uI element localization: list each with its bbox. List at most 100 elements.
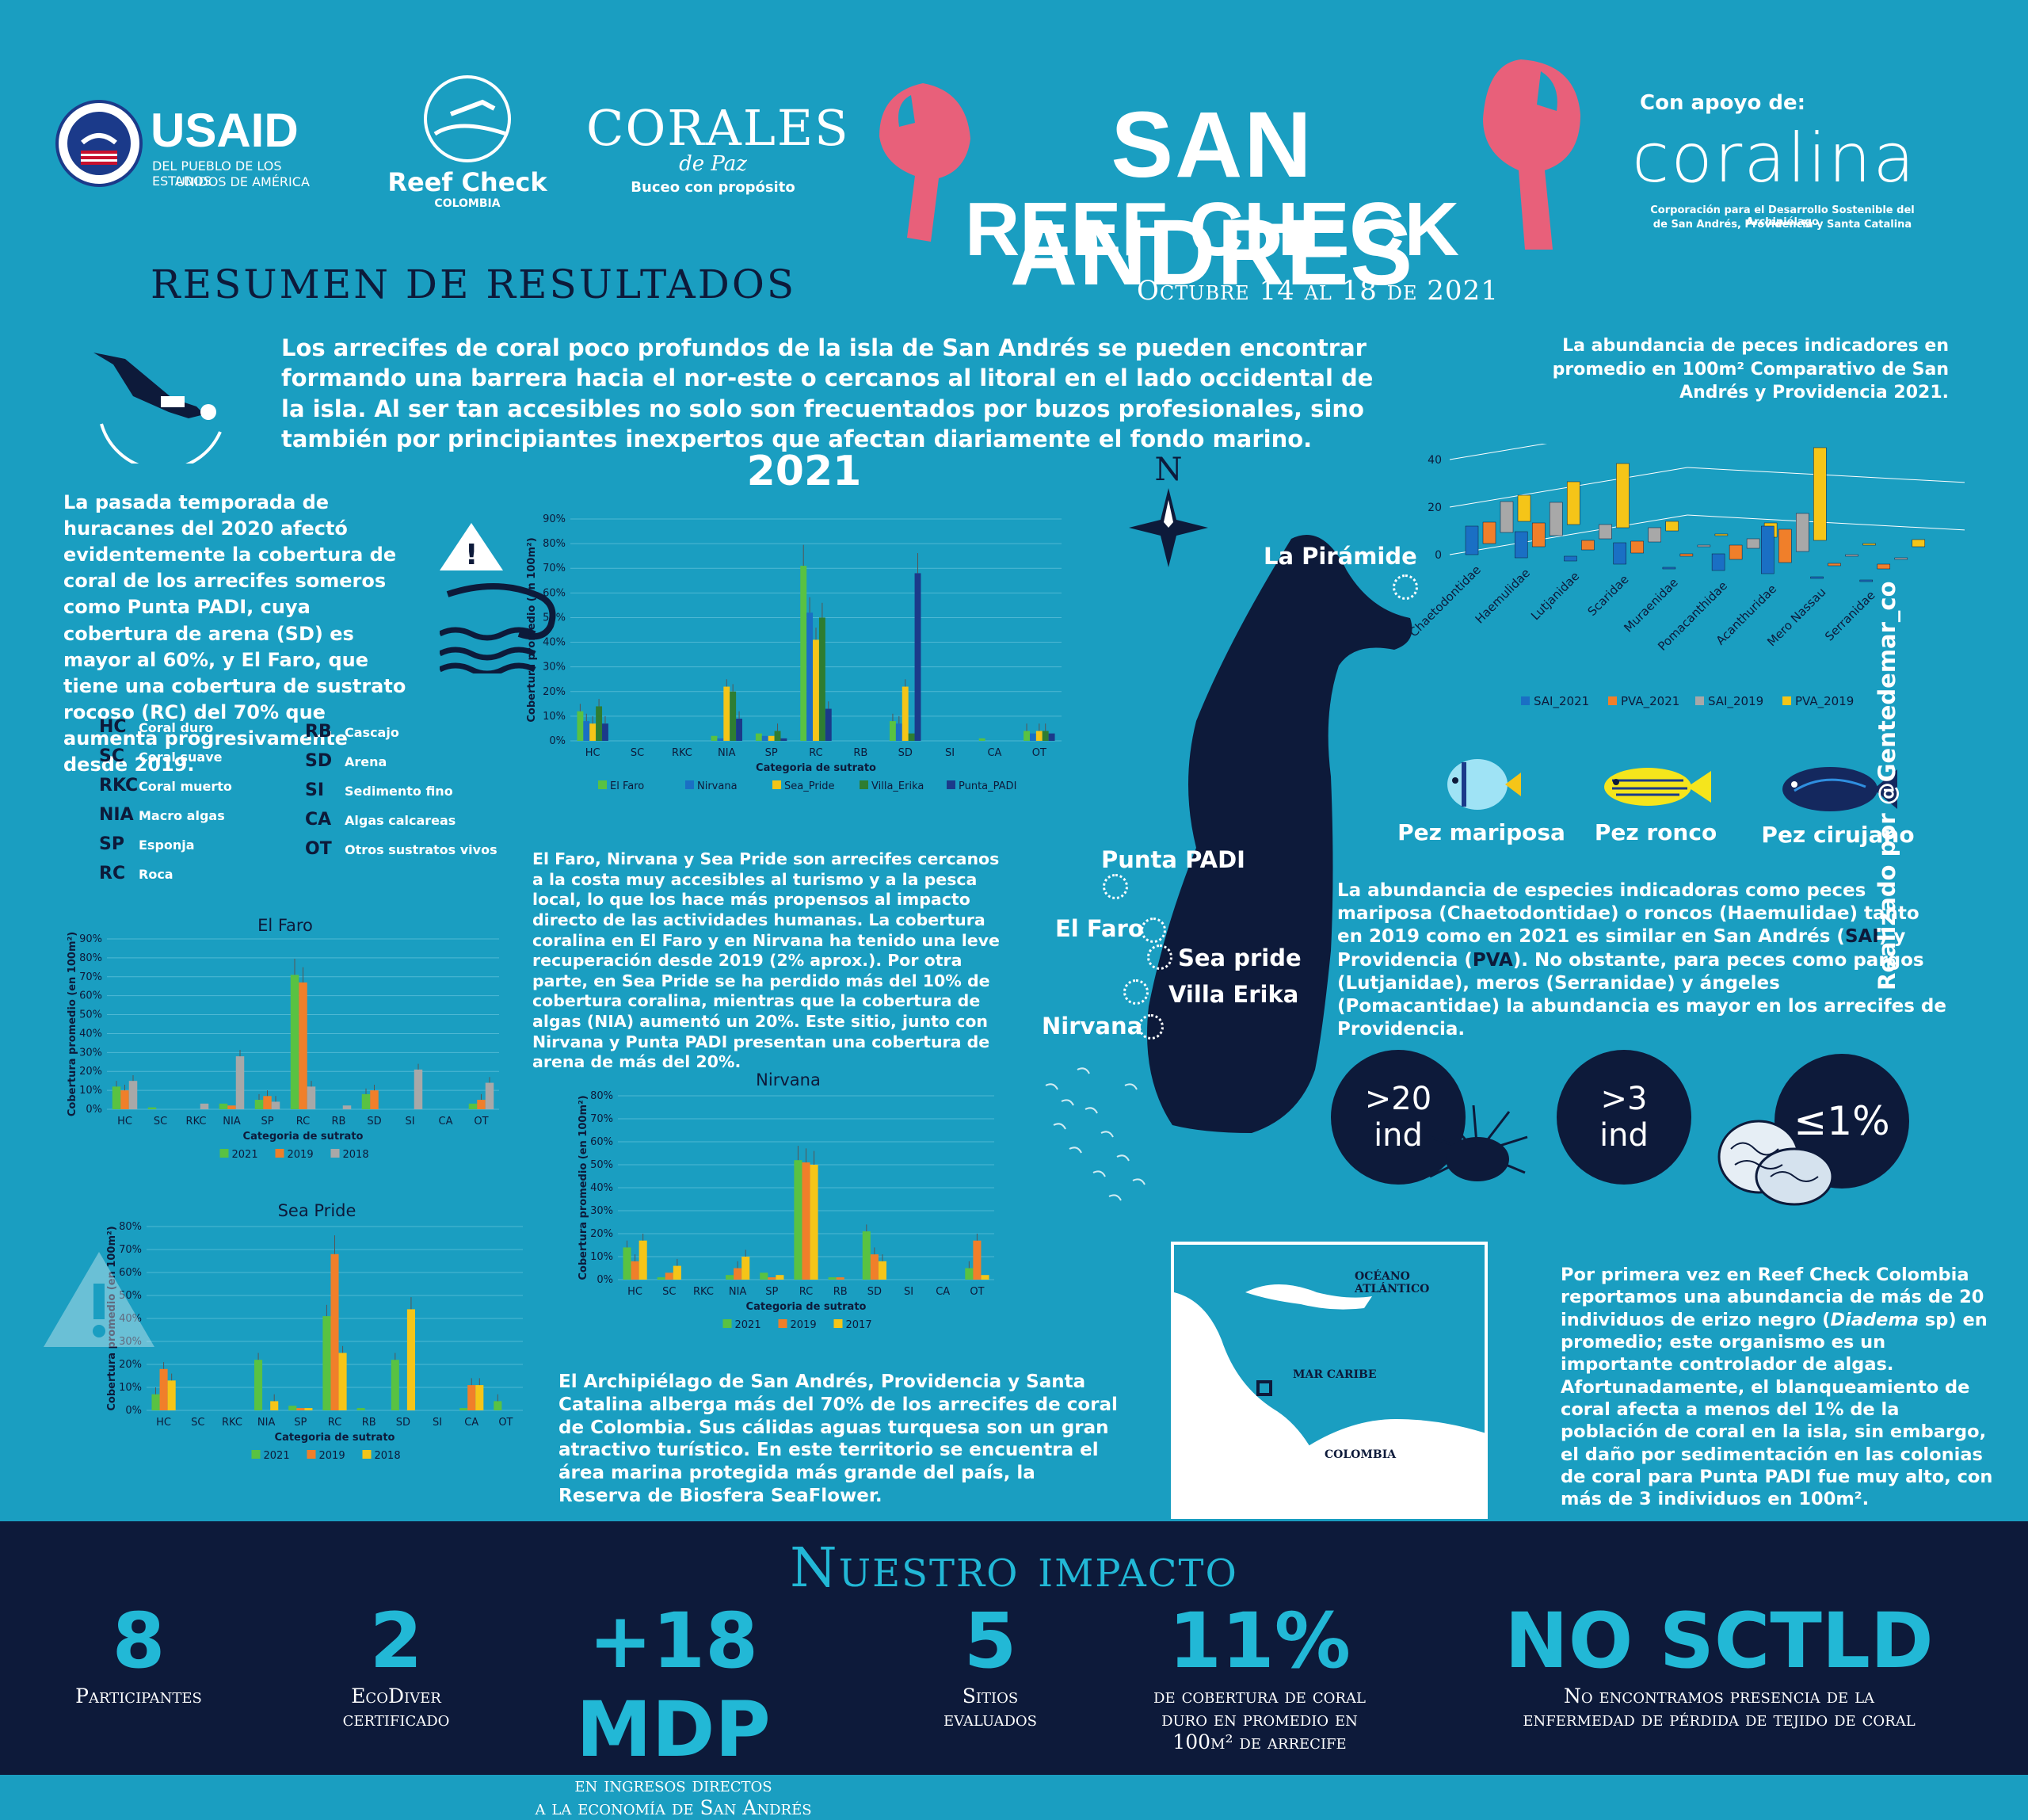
y-tick-label: 30% [590, 1205, 613, 1217]
bar [768, 735, 775, 741]
y-tick-label: 60% [543, 587, 566, 599]
butterflyfish-icon [1447, 759, 1521, 810]
title-reef-check: REEF CHECK [964, 187, 1460, 272]
x-tick-label: RKC [222, 1417, 242, 1429]
y-axis-label: Cobertura promedio (en 100m²) [106, 1226, 118, 1410]
warning-icon [40, 1248, 158, 1367]
bar [1024, 731, 1030, 741]
x-tick-label: HC [585, 747, 600, 759]
chart-2021-title: 2021 [746, 448, 862, 495]
bar [1500, 501, 1514, 533]
bar [1813, 447, 1827, 541]
x-tick-label: SI [405, 1116, 414, 1127]
y-tick-label: 40 [1428, 454, 1442, 467]
impact-stat-value: 2 [369, 1597, 423, 1685]
abbreviation-item: NIA Macro algas [99, 805, 305, 825]
legend-label: 2017 [846, 1319, 872, 1331]
bar [342, 1105, 352, 1109]
bar [895, 723, 902, 741]
y-tick-label: 60% [590, 1136, 613, 1148]
sea-urchin-icon [1429, 1105, 1528, 1181]
site-pin-punta-padi [1103, 874, 1128, 899]
bar [717, 738, 724, 741]
bar [878, 1261, 886, 1280]
bar [414, 1069, 423, 1109]
x-tick-label: Chaetodontidae [1410, 563, 1484, 639]
legend-label: Punta_PADI [959, 780, 1016, 792]
legend-label: 2019 [319, 1450, 345, 1462]
bar [1697, 544, 1711, 548]
bar [1613, 542, 1626, 565]
bar [254, 1100, 264, 1109]
bar [760, 1272, 768, 1280]
crab-claw-left-icon [879, 83, 970, 242]
abbreviation-code: SI [305, 780, 325, 800]
x-tick-label: SI [904, 1286, 913, 1298]
bar [1566, 481, 1580, 525]
stat-circle-urchin-value: >20 [1364, 1081, 1432, 1117]
y-tick-label: 40% [543, 637, 566, 649]
x-tick-label: RKC [693, 1286, 714, 1298]
fish-mariposa-label: Pez mariposa [1397, 819, 1565, 845]
bar [475, 1385, 484, 1410]
bar [1616, 463, 1630, 528]
y-tick-label: 10% [79, 1085, 102, 1097]
bar [890, 721, 896, 741]
reef-barrier-icon [1045, 1067, 1146, 1201]
bar [776, 1275, 784, 1280]
x-axis-label: Categoria de sutrato [243, 1131, 364, 1143]
y-tick-label: 70% [590, 1113, 613, 1125]
x-tick-label: RB [362, 1417, 376, 1429]
x-tick-label: SP [765, 747, 778, 759]
bar [361, 1093, 371, 1109]
impact-stat-label: Sitios [962, 1685, 1019, 1707]
bar [120, 1090, 129, 1109]
x-tick-label: SD [396, 1417, 410, 1429]
x-tick-label: SP [261, 1116, 273, 1127]
y-tick-label: 60% [119, 1267, 142, 1279]
y-tick-label: 0% [86, 1104, 102, 1116]
event-date: Octubre 14 al 18 de 2021 [1137, 275, 1499, 307]
bar [1729, 544, 1743, 560]
chart-2021: 2021 0% 10% 20% 30% 40% 50% 60% 70% 80% 90% HC SC RK… [523, 440, 1077, 812]
abbreviation-desc: Sedimento fino [345, 784, 453, 799]
impact-stat-value: +18 MDP [576, 1597, 771, 1774]
bar [1828, 563, 1841, 567]
impact-stat: NO SCTLD No encontramos presencia de la en… [1450, 1597, 1988, 1731]
site-pin-nirvana [1138, 1014, 1164, 1040]
bar [981, 1275, 989, 1280]
legend-label: PVA_2021 [1621, 694, 1679, 709]
abbreviation-code: CA [305, 810, 332, 830]
y-tick-label: 80% [590, 1090, 613, 1102]
legend-swatch [833, 1319, 843, 1328]
bar [730, 691, 737, 741]
bar [810, 1165, 818, 1280]
legend-swatch [330, 1149, 340, 1158]
bar [1845, 554, 1858, 557]
impact-stat: 8 Participantes [16, 1597, 261, 1708]
inset-ocean-label: OCÉANO ATLÁNTICO [1355, 1270, 1430, 1295]
reefcheck-globe-icon [424, 75, 511, 162]
bar [356, 1408, 365, 1410]
compass-icon: N [1125, 452, 1212, 570]
legend-label: 2018 [343, 1149, 369, 1161]
bar [1711, 553, 1725, 571]
gridline [1687, 467, 1965, 483]
abbreviation-item: CA Algas calcareas [305, 810, 511, 830]
abbreviation-code: SP [99, 834, 124, 854]
bar [1746, 538, 1760, 549]
y-tick-label: 50% [119, 1290, 142, 1302]
legend-label: El Faro [610, 780, 644, 792]
abbreviation-code: RB [305, 722, 332, 742]
legend-swatch [1695, 696, 1704, 705]
corales-sub: de Paz [679, 152, 747, 176]
bar [726, 1275, 734, 1280]
bar [1549, 502, 1563, 536]
bar [227, 1105, 236, 1109]
bar [589, 723, 597, 741]
y-tick-label: 20% [79, 1066, 102, 1078]
y-tick-label: 80% [79, 952, 102, 964]
x-tick-label: Lutjanidae [1528, 569, 1582, 623]
y-tick-label: 50% [543, 612, 566, 624]
bar [219, 1103, 228, 1109]
